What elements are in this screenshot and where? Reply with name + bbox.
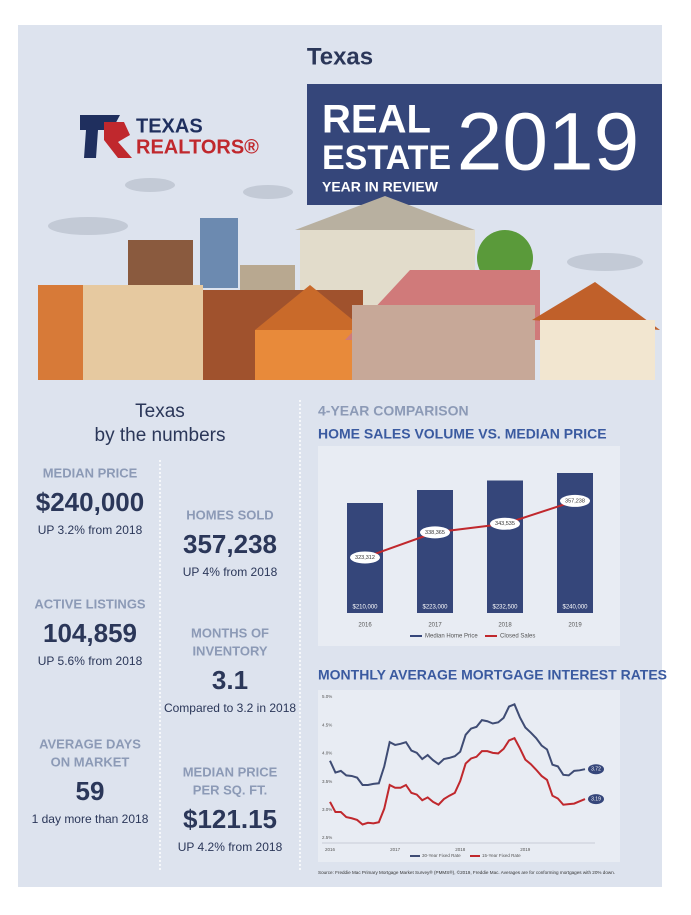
title: Texas — [307, 43, 373, 70]
chart-bg — [318, 690, 620, 862]
end-label-bg — [588, 764, 604, 775]
banner-text: YEAR IN REVIEW — [322, 179, 439, 195]
stat-value: $240,000 — [36, 487, 144, 517]
data-label: 323,312 — [355, 555, 375, 561]
x-tick-label: 2018 — [498, 623, 512, 629]
line — [329, 703, 586, 786]
x-tick-label: 2017 — [390, 847, 401, 852]
stat-value: 3.1 — [212, 665, 248, 695]
logo-text: REALTORS® — [136, 136, 259, 158]
stat-label: PER SQ. FT. — [193, 782, 267, 797]
stats-title: Texas — [135, 401, 185, 422]
bar — [487, 480, 523, 613]
stat-label: AVERAGE DAYS — [39, 736, 141, 751]
source: Source: Freddie Mac Primary Mortgage Mar… — [318, 869, 615, 875]
data-label: 343,535 — [495, 521, 515, 527]
x-tick-label: 2016 — [358, 623, 372, 629]
label-bg — [350, 551, 380, 564]
y-tick-label: 2.5% — [322, 835, 332, 840]
stat-label: MEDIAN PRICE — [43, 465, 138, 480]
logo-text: TEXAS — [136, 115, 203, 137]
legend-label: Median Home Price — [425, 634, 478, 640]
stat-note: UP 3.2% from 2018 — [38, 523, 143, 537]
stat-note: UP 4.2% from 2018 — [178, 840, 283, 854]
data-label: 338,365 — [425, 530, 445, 536]
line — [364, 499, 576, 559]
legend-label: Closed Sales — [500, 634, 535, 640]
stat-note: Compared to 3.2 in 2018 — [164, 701, 296, 715]
chart-subtitle: 4-YEAR COMPARISON — [318, 403, 469, 419]
y-tick-label: 3.5% — [322, 779, 332, 784]
label-bg — [560, 494, 590, 507]
stat-value: 357,238 — [183, 529, 277, 559]
stats-title: by the numbers — [95, 425, 226, 446]
bar — [417, 490, 453, 613]
chart-title: MONTHLY AVERAGE MORTGAGE INTEREST RATES — [318, 667, 667, 683]
stat-note: 1 day more than 2018 — [32, 812, 149, 826]
banner-text: REAL — [322, 98, 431, 142]
legend-label: 30-Year Fixed Rate — [422, 853, 461, 858]
line — [329, 736, 586, 826]
stat-label: INVENTORY — [192, 643, 267, 658]
stat-label: HOMES SOLD — [186, 507, 273, 522]
legend-swatch — [470, 855, 480, 857]
banner-year: 2019 — [457, 97, 639, 188]
stat-label: ACTIVE LISTINGS — [34, 596, 146, 611]
y-tick-label: 4.5% — [322, 722, 332, 727]
legend-swatch — [410, 855, 420, 857]
legend-swatch — [485, 635, 497, 637]
x-tick-label: 2019 — [568, 623, 582, 629]
x-tick-label: 2018 — [455, 847, 466, 852]
data-label: $232,500 — [492, 605, 518, 611]
x-tick-label: 2016 — [325, 847, 336, 852]
x-tick-label: 2017 — [428, 623, 442, 629]
end-label-bg — [588, 794, 604, 805]
banner-text: ESTATE — [322, 139, 451, 177]
bar — [557, 473, 593, 613]
y-tick-label: 5.0% — [322, 694, 332, 699]
stat-value: 59 — [76, 776, 105, 806]
y-tick-label: 3.0% — [322, 807, 332, 812]
stat-label: ON MARKET — [51, 754, 130, 769]
illustration — [38, 178, 660, 380]
legend-swatch — [410, 635, 422, 637]
stat-label: MEDIAN PRICE — [183, 764, 278, 779]
data-label: $223,000 — [422, 605, 448, 611]
stat-note: UP 4% from 2018 — [183, 565, 278, 579]
logo: TEXAS REALTORS® — [80, 115, 259, 158]
label-bg — [420, 526, 450, 539]
data-label: $240,000 — [562, 605, 588, 611]
chart-title: HOME SALES VOLUME VS. MEDIAN PRICE — [318, 426, 607, 442]
end-label: 3.72 — [591, 767, 601, 773]
banner — [307, 84, 662, 205]
data-label: 357,238 — [565, 498, 585, 504]
label-bg — [490, 517, 520, 530]
x-tick-label: 2019 — [520, 847, 531, 852]
stat-value: $121.15 — [183, 804, 277, 834]
y-tick-label: 4.0% — [322, 751, 332, 756]
stat-label: MONTHS OF — [191, 625, 269, 640]
legend-label: 15-Year Fixed Rate — [482, 853, 521, 858]
data-label: $210,000 — [352, 605, 378, 611]
end-label: 3.19 — [591, 796, 601, 802]
stat-note: UP 5.6% from 2018 — [38, 654, 143, 668]
stat-value: 104,859 — [43, 618, 137, 648]
